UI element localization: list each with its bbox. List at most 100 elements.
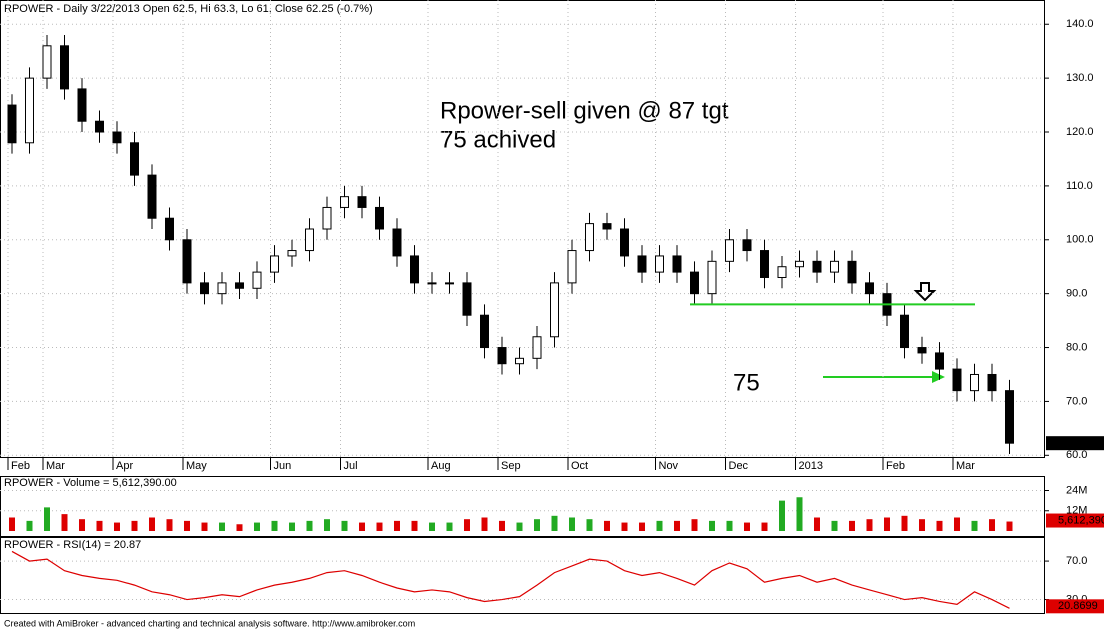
volume-bar: [971, 520, 978, 531]
candle-body: [252, 271, 262, 289]
rsi-title: RPOWER - RSI(14) = 20.87: [4, 539, 141, 551]
candle-body: [620, 228, 629, 257]
volume-bar: [744, 522, 750, 531]
volume-bar: [149, 517, 155, 531]
candle-body: [357, 196, 367, 208]
rsi-line: [11, 550, 1010, 609]
y-tick-label: 100.0: [1066, 234, 1094, 246]
candle-body: [25, 77, 34, 144]
candle-body: [742, 239, 752, 252]
price-frame: [0, 0, 1045, 458]
volume-bar: [954, 517, 960, 531]
value-box-label: 5,612,390: [1058, 514, 1104, 526]
volume-bar: [534, 519, 540, 531]
candle-body: [812, 260, 822, 273]
candle-body: [917, 347, 927, 354]
candle-body: [305, 228, 314, 252]
candle-body: [322, 206, 332, 230]
candle-body: [777, 266, 787, 278]
rsi-frame: [0, 537, 1045, 614]
volume-bar: [831, 520, 838, 531]
candle-body: [427, 282, 437, 285]
volume-bar: [989, 519, 995, 531]
value-box: [1046, 513, 1104, 528]
volume-bar: [516, 522, 523, 531]
y-tick-label: 70.0: [1066, 395, 1087, 407]
candle-body: [550, 282, 559, 338]
volume-bar: [254, 522, 260, 531]
y-tick-label: 70.0: [1066, 555, 1087, 567]
y-tick-label: 110.0: [1066, 180, 1093, 192]
candle-body: [392, 228, 402, 257]
x-tick-label: Dec: [729, 460, 749, 472]
candle-body: [585, 223, 594, 252]
candle-body: [690, 271, 699, 295]
candle-body: [497, 347, 507, 365]
volume-bar: [9, 517, 15, 531]
candle-body: [77, 88, 87, 122]
candle-body: [287, 250, 297, 257]
volume-bar: [184, 520, 190, 531]
footer: Created with AmiBroker - advanced charti…: [4, 618, 415, 628]
volume-bar: [499, 520, 505, 531]
x-tick-label: May: [186, 460, 207, 472]
volume-bar: [429, 522, 435, 531]
volume-bar: [674, 520, 680, 531]
annotation: Rpower-sell given @ 87 tgt: [440, 97, 729, 124]
value-box-label: 62.25: [1058, 437, 1086, 449]
candle-body: [375, 206, 384, 230]
candle-body: [340, 196, 349, 208]
candle-body: [707, 260, 717, 295]
volume-bar: [61, 514, 68, 531]
volume-bar: [79, 519, 85, 531]
volume-bar: [44, 507, 50, 531]
x-tick-label: Mar: [956, 460, 975, 472]
volume-bar: [394, 520, 400, 531]
volume-bar: [306, 520, 313, 531]
volume-bar: [884, 517, 890, 531]
candle-body: [235, 282, 244, 289]
x-tick-label: Feb: [11, 460, 30, 472]
volume-bar: [726, 520, 733, 531]
y-tick-label: 24M: [1066, 484, 1087, 496]
candle-body: [935, 352, 944, 370]
candle-body: [602, 223, 612, 230]
x-tick-label: Mar: [46, 460, 65, 472]
volume-bar: [341, 520, 348, 531]
target-arrow: [823, 371, 945, 383]
y-tick-label: 130.0: [1066, 72, 1094, 84]
volume-bar: [936, 520, 943, 531]
candle-body: [165, 217, 174, 241]
x-tick-label: Aug: [431, 460, 451, 472]
volume-bar: [849, 520, 855, 531]
volume-bar: [219, 522, 225, 531]
candle-body: [847, 260, 857, 284]
volume-bar: [1006, 521, 1013, 531]
volume-bar: [569, 517, 575, 531]
candle-body: [830, 260, 839, 273]
volume-bar: [814, 517, 820, 531]
candle-body: [567, 250, 577, 284]
sell-arrow: [913, 282, 937, 302]
y-tick-label: 140.0: [1066, 18, 1094, 30]
annotation: 75: [733, 369, 760, 396]
candle-body: [515, 357, 524, 365]
volume-bar: [411, 520, 418, 531]
y-tick-label: 60.0: [1066, 449, 1087, 461]
candle-body: [637, 255, 647, 273]
x-tick-label: Nov: [659, 460, 679, 472]
candle-body: [147, 174, 157, 219]
volume-bar: [236, 524, 243, 531]
volume-bar: [901, 515, 908, 531]
candle-body: [200, 282, 209, 295]
candle-body: [182, 239, 192, 284]
candle-body: [970, 373, 979, 392]
volume-bar: [359, 522, 365, 531]
x-tick-label: Apr: [116, 460, 133, 472]
candle-body: [952, 368, 962, 392]
volume-bar: [289, 522, 295, 531]
volume-bar: [779, 500, 785, 531]
candle-body: [42, 45, 52, 79]
candle-body: [532, 336, 542, 359]
